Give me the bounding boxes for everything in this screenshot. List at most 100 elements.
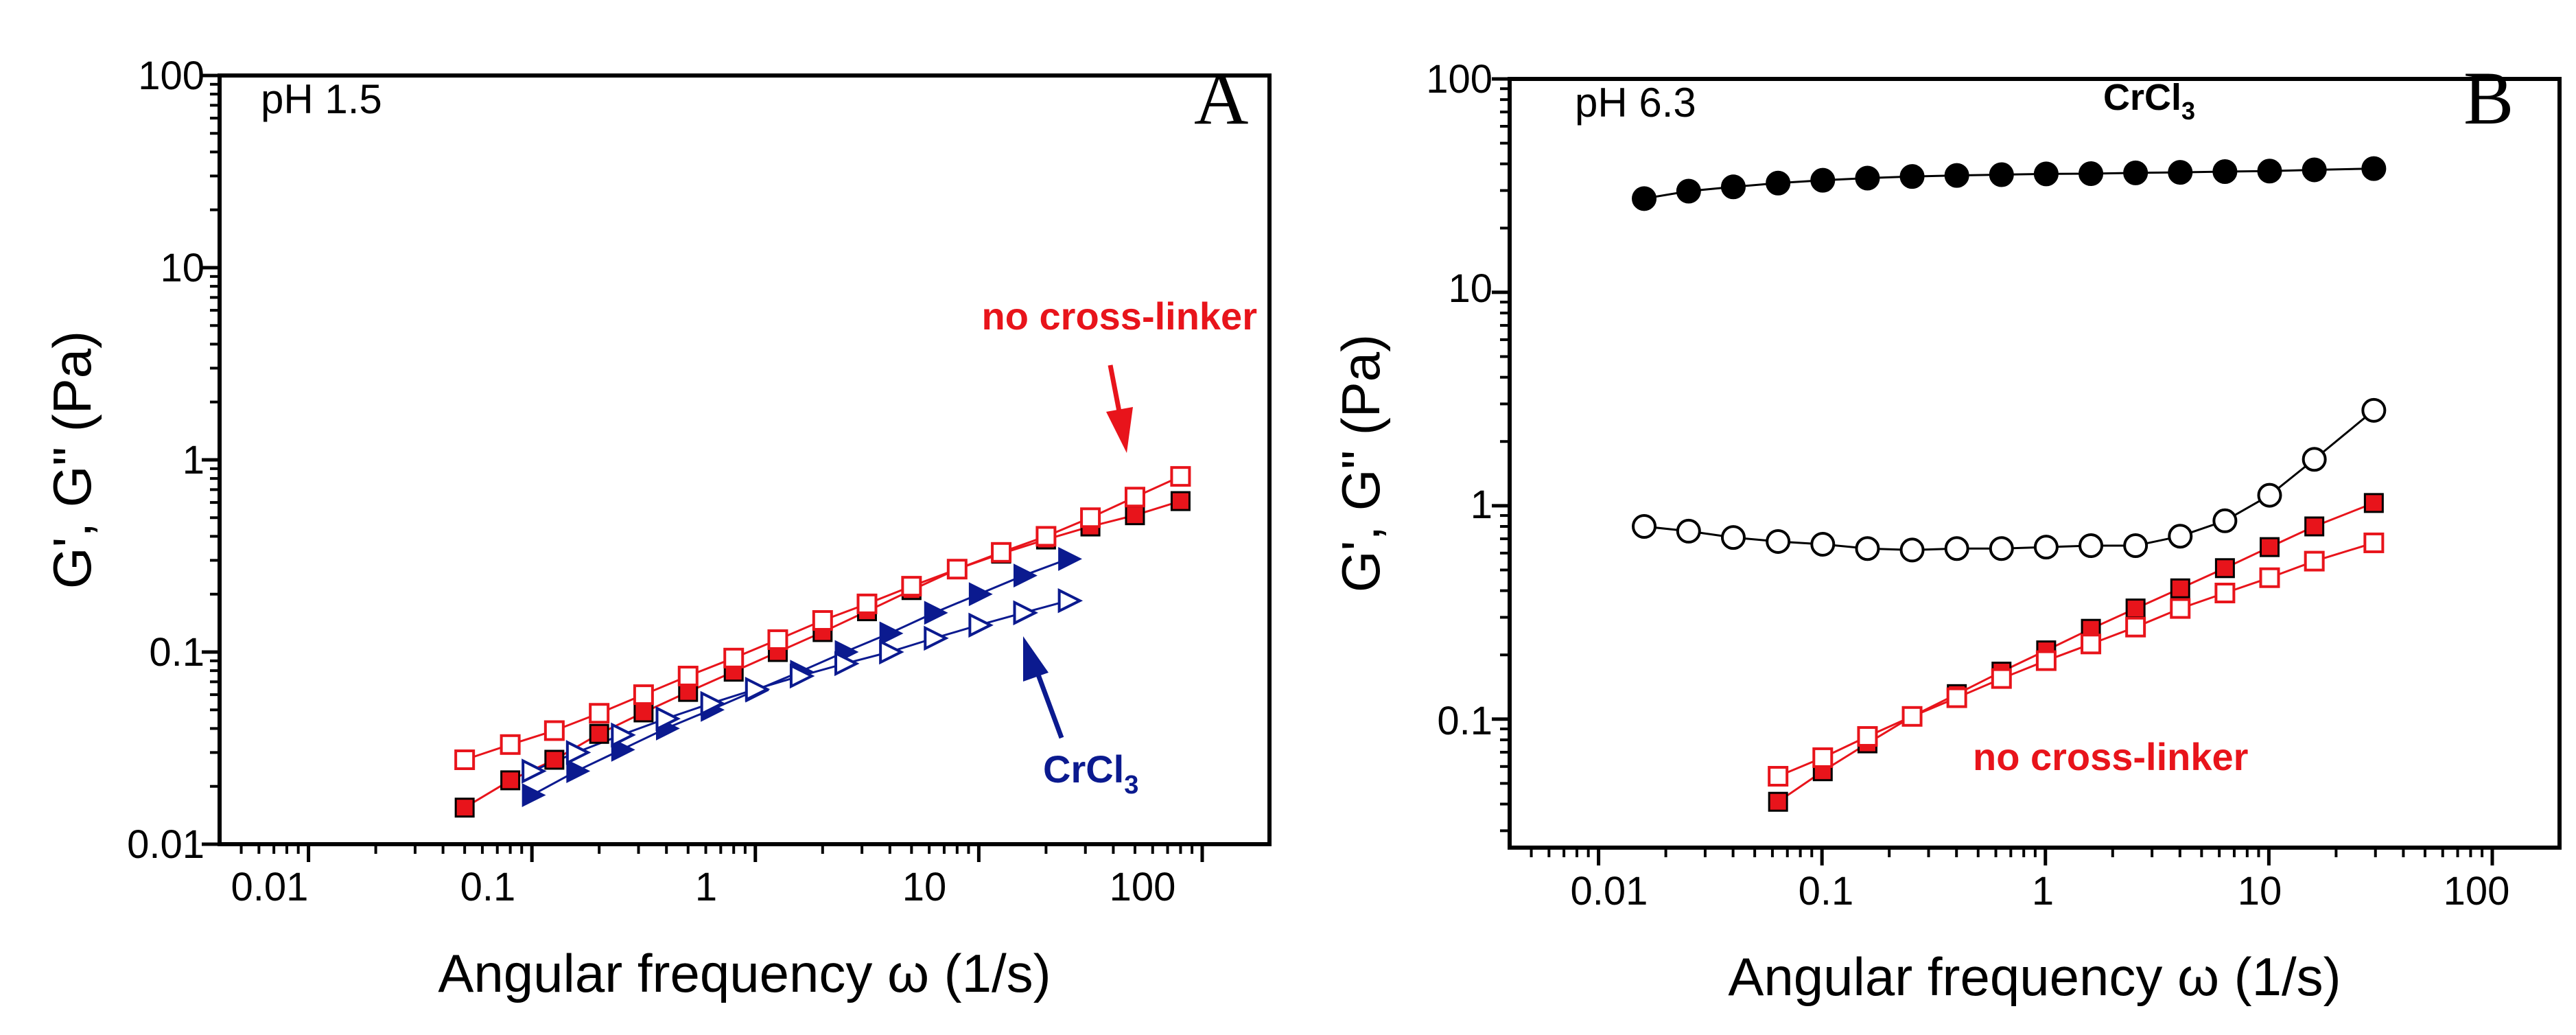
panel-b-series-3-point: [2363, 532, 2385, 553]
panel-a-series-0-point: [1170, 491, 1191, 511]
panel-a-series-1-point: [454, 749, 476, 770]
panel-b-series-1-point: [2302, 447, 2327, 472]
panel-b-series-3-point: [2170, 598, 2191, 619]
panel-b-series-0-point: [1810, 167, 1836, 193]
panel-a-series-0-point: [633, 702, 654, 723]
panel-b-x-tick-label: 0.1: [1799, 869, 1854, 914]
panel-a-series-1-point: [812, 609, 833, 631]
panel-b-no-crosslinker-annotation: no cross-linker: [1973, 735, 2248, 778]
panel-b-letter: B: [2463, 56, 2514, 140]
panel-b-series-0-point: [1720, 174, 1746, 200]
panel-b-x-tick-label: 100: [2444, 869, 2510, 914]
panel-a: 0.01 0.1 1 10 100 0.01 0.1 1 10 100 Angu…: [42, 54, 1272, 1003]
panel-a-series-1-point: [677, 665, 699, 686]
panel-a-condition-label: pH 1.5: [261, 76, 382, 122]
panel-a-series-1-point: [723, 647, 745, 668]
panel-b-series-3-point: [1946, 687, 1967, 708]
panel-b-series-0-point: [2257, 159, 2282, 184]
panel-b-series-0-point: [1676, 178, 1701, 204]
panel-a-series-3-point: [879, 639, 904, 665]
panel-b-series-2-point: [2170, 578, 2190, 598]
panel-b-series-3-point: [2125, 616, 2146, 638]
panel-a-x-tick-label: 0.01: [231, 865, 309, 909]
panel-a-y-tick-label: 100: [138, 54, 204, 98]
panel-b-series-2-point: [2260, 537, 2280, 557]
panel-b-series-0-point: [1632, 186, 1657, 211]
panel-a-series-2-point: [522, 783, 546, 807]
panel-a-series-1-point: [1124, 487, 1145, 508]
panel-b-series-0-point: [2123, 160, 2148, 185]
panel-b-series-2-point: [2304, 516, 2325, 537]
panel-b-crcl3-annotation: CrCl3: [2103, 77, 2195, 125]
panel-b-series-1-point: [1810, 531, 1836, 557]
panel-b-series-2-point: [2363, 493, 2384, 513]
panel-b-series-2-point: [1768, 791, 1788, 812]
panel-b-series-0-point: [2212, 159, 2238, 184]
panel-b-series-0-point: [2168, 160, 2193, 185]
panel-a-crcl3-annotation-main: CrCl: [1043, 747, 1124, 791]
panel-b-y-tick-label: 10: [1448, 266, 1492, 311]
panel-b-y-tick-label: 0.1: [1437, 699, 1492, 743]
panel-b-x-tick-label: 0.01: [1571, 869, 1648, 914]
panel-a-plot-frame: [218, 73, 1272, 846]
panel-a-y-tick-label: 1: [183, 438, 204, 482]
panel-a-series-3-point: [611, 722, 636, 748]
panel-b-series-3-point: [2035, 650, 2057, 671]
panel-a-series-2-point: [1014, 563, 1038, 588]
panel-a-series-2-point: [566, 759, 591, 783]
panel-b-x-tick-label: 10: [2238, 869, 2282, 914]
panel-a-series-1-point: [543, 720, 565, 741]
panel-a-series-0-point: [454, 798, 475, 818]
panel-b-series-1-point: [2079, 533, 2104, 559]
panel-a-series-0-point: [589, 723, 609, 744]
panel-b-series-3-point: [1768, 766, 1789, 787]
panel-b-plot-frame: [1508, 77, 2562, 850]
panel-a-crcl3-arrowhead: [1023, 636, 1049, 682]
panel-b-series-1-point: [2033, 535, 2059, 560]
panel-b-crcl3-annotation-subscript: 3: [2181, 97, 2195, 125]
panel-a-series-0-point: [500, 770, 521, 791]
panel-b: 0.01 0.1 1 10 100 0.1 1 10 100 Angular f…: [1331, 56, 2562, 1007]
panel-b-series-3-point: [1991, 668, 2012, 689]
panel-a-series-3-point: [968, 612, 994, 638]
panel-b-series-2-point: [2125, 598, 2146, 619]
panel-a-crcl3-arrow-shaft: [1033, 668, 1064, 739]
panel-a-series-1-point: [856, 593, 878, 614]
panel-b-series-0-point: [1944, 163, 1969, 188]
panel-a-series-2-point: [879, 621, 904, 646]
panel-b-series-0-point: [2033, 161, 2059, 187]
panel-a-series-1-point: [946, 559, 968, 580]
panel-a-letter: A: [1194, 56, 1248, 140]
panel-a-series-3-point: [834, 651, 860, 677]
panel-b-crcl3-annotation-main: CrCl: [2103, 77, 2181, 118]
panel-a-no-crosslinker-arrowhead: [1106, 407, 1133, 453]
panel-b-x-tick-label: 1: [2032, 869, 2054, 914]
panel-a-series-3-point: [522, 758, 547, 784]
panel-b-series-1-point: [2361, 397, 2387, 423]
panel-a-series-3-point: [700, 690, 726, 717]
panel-b-series-1-point: [1720, 525, 1746, 550]
panel-a-series-0-point: [1125, 505, 1145, 526]
panel-a-y-axis-title: G', G" (Pa): [42, 331, 102, 589]
panel-a-x-tick-label: 10: [902, 865, 947, 909]
panel-b-major-ticks: [1492, 77, 2494, 865]
panel-a-series-0-point: [544, 749, 565, 770]
panel-b-x-axis-title: Angular frequency ω (1/s): [1728, 946, 2341, 1007]
panel-a-crcl3-annotation-subscript: 3: [1124, 771, 1138, 800]
panel-b-series-1-point: [1855, 536, 1880, 561]
panel-a-series-1-point: [1080, 507, 1101, 528]
panel-b-series-0-point: [2079, 161, 2104, 186]
panel-b-series-1-line: [1643, 409, 2375, 551]
panel-a-no-crosslinker-annotation: no cross-linker: [982, 294, 1257, 338]
panel-b-series-1-point: [2123, 533, 2148, 559]
panel-b-series-0-point: [1766, 170, 1791, 196]
panel-a-x-tick-label: 100: [1110, 865, 1176, 909]
panel-b-series-3-point: [2259, 567, 2280, 588]
panel-a-major-ticks: [202, 73, 1204, 862]
panel-a-series-2-point: [611, 737, 635, 762]
panel-b-series-3-point: [2214, 583, 2236, 604]
panel-b-y-tick-label: 100: [1426, 57, 1492, 102]
panel-a-series-3-point: [924, 625, 949, 651]
panel-a-minor-ticks: [210, 82, 1194, 854]
